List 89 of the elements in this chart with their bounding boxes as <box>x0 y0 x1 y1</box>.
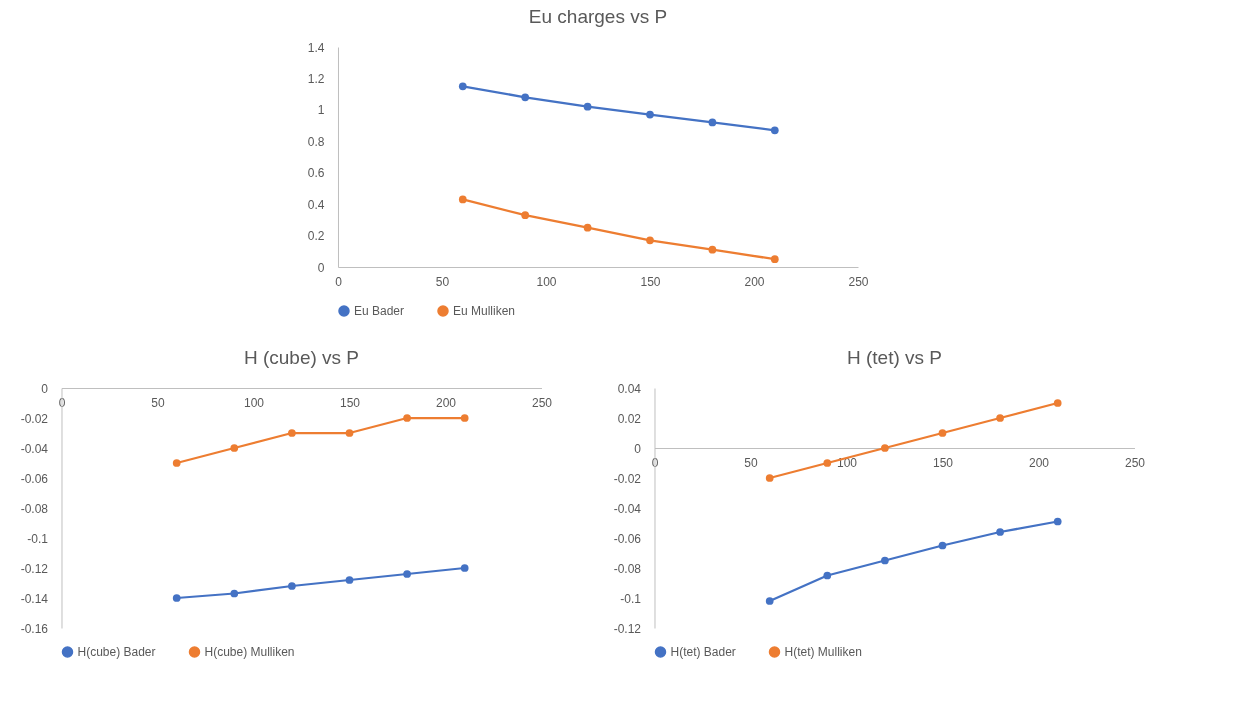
point <box>230 444 239 452</box>
y-tick-label: 0.8 <box>307 134 325 149</box>
y-tick-label: 0.02 <box>617 411 642 426</box>
chart-title: H (tet) vs P <box>846 347 942 368</box>
x-tick-label: 0 <box>335 274 343 289</box>
y-tick-label: 0.04 <box>617 381 642 396</box>
y-tick-label: 1.2 <box>307 71 325 86</box>
y-tick-label: -0.02 <box>613 471 642 486</box>
y-tick-label: 1 <box>317 103 325 118</box>
y-tick-label: -0.12 <box>20 561 49 576</box>
point <box>460 414 469 422</box>
point <box>521 93 530 102</box>
x-tick-label: 250 <box>531 395 553 410</box>
point <box>996 528 1004 536</box>
x-tick-label: 250 <box>848 274 869 289</box>
y-tick-label: 0.2 <box>307 229 325 244</box>
point <box>1053 517 1062 526</box>
y-tick-label: -0.04 <box>613 501 642 516</box>
point <box>460 564 469 572</box>
point <box>288 582 296 590</box>
y-tick-label: 0 <box>41 381 49 396</box>
point <box>881 556 889 565</box>
chart-title: H (cube) vs P <box>243 347 360 368</box>
point <box>770 126 779 135</box>
y-tick-label: -0.06 <box>20 471 49 486</box>
point <box>172 594 181 602</box>
point <box>172 459 181 467</box>
point <box>708 245 717 254</box>
y-tick-label: -0.1 <box>620 591 642 606</box>
point <box>765 474 774 482</box>
point <box>583 102 592 111</box>
point <box>708 118 717 127</box>
x-tick-label: 50 <box>744 455 758 470</box>
x-tick-label: 200 <box>1028 455 1050 470</box>
x-tick-label: 150 <box>640 274 661 289</box>
x-tick-label: 150 <box>932 455 954 470</box>
point <box>823 571 832 580</box>
point <box>230 589 239 598</box>
legend-label: H(cube) Mulliken <box>204 645 295 659</box>
y-tick-label: -0.08 <box>613 561 642 576</box>
chart-title: Eu charges vs P <box>528 6 668 27</box>
point <box>288 429 296 437</box>
point <box>996 414 1004 422</box>
point <box>521 211 530 220</box>
point <box>345 429 354 437</box>
x-tick-label: 250 <box>1124 455 1146 470</box>
point <box>458 82 467 91</box>
y-tick-label: -0.16 <box>20 621 49 636</box>
point <box>646 236 654 245</box>
point <box>458 195 467 204</box>
x-tick-label: 150 <box>339 395 361 410</box>
point <box>938 429 947 437</box>
x-tick-label: 100 <box>243 395 265 410</box>
legend-label: Eu Bader <box>353 304 405 318</box>
legend-label: H(tet) Mulliken <box>784 645 862 659</box>
y-tick-label: -0.1 <box>27 531 49 546</box>
point <box>765 597 774 605</box>
y-tick-label: -0.06 <box>613 531 642 546</box>
x-tick-label: 0 <box>58 395 66 410</box>
point <box>881 444 889 452</box>
point <box>403 570 411 578</box>
y-tick-label: -0.02 <box>20 411 49 426</box>
point <box>1053 399 1062 407</box>
point <box>770 255 779 264</box>
x-tick-label: 100 <box>536 274 557 289</box>
y-tick-label: -0.14 <box>20 591 49 606</box>
y-tick-label: 0 <box>317 260 325 275</box>
x-tick-label: 0 <box>651 455 659 470</box>
x-tick-label: 200 <box>435 395 457 410</box>
x-tick-label: 200 <box>744 274 765 289</box>
point <box>403 414 411 422</box>
y-tick-label: 1.4 <box>307 40 325 55</box>
y-tick-label: -0.04 <box>20 441 49 456</box>
legend-label: H(tet) Bader <box>670 645 736 659</box>
x-tick-label: 50 <box>151 395 165 410</box>
y-tick-label: -0.12 <box>613 621 642 636</box>
y-tick-label: -0.08 <box>20 501 49 516</box>
point <box>583 223 592 232</box>
legend-label: H(cube) Bader <box>77 645 156 659</box>
y-tick-label: 0.4 <box>307 197 325 212</box>
point <box>646 110 654 119</box>
y-tick-label: 0.6 <box>307 166 325 181</box>
y-tick-label: 0 <box>634 441 642 456</box>
point <box>823 459 832 467</box>
point <box>938 541 947 550</box>
legend-label: Eu Mulliken <box>452 304 516 318</box>
x-tick-label: 100 <box>836 455 858 470</box>
x-tick-label: 50 <box>435 274 450 289</box>
point <box>345 576 354 584</box>
